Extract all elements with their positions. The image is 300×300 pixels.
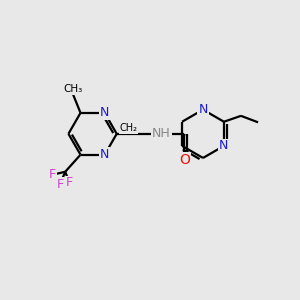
Text: F: F (66, 176, 73, 190)
Text: F: F (56, 178, 64, 191)
Text: NH: NH (152, 127, 171, 140)
Text: O: O (179, 153, 190, 167)
Text: CH₂: CH₂ (119, 123, 137, 133)
Text: N: N (198, 103, 208, 116)
Text: N: N (100, 148, 109, 161)
Text: N: N (219, 140, 229, 152)
Text: F: F (49, 168, 56, 181)
Text: CH₃: CH₃ (64, 84, 83, 94)
Text: N: N (100, 106, 109, 119)
